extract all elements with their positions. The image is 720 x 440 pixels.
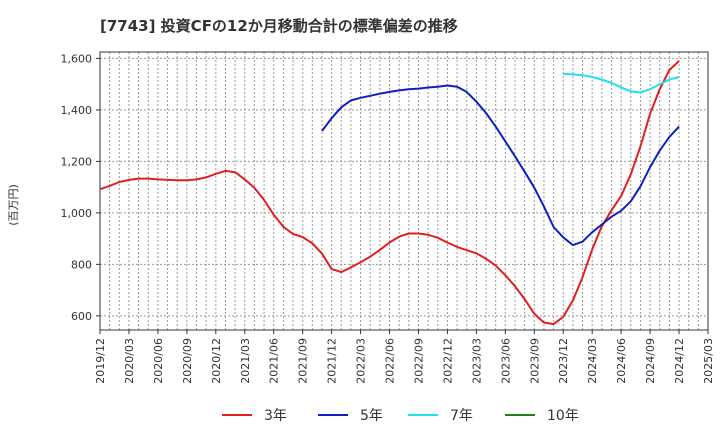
x-tick-label: 2019/12 xyxy=(94,338,107,384)
x-tick-label: 2022/09 xyxy=(412,338,425,384)
x-tick-label: 2020/12 xyxy=(210,338,223,384)
x-tick-label: 2021/12 xyxy=(326,338,339,384)
plot-frame xyxy=(99,51,709,331)
y-tick-label: 1,000 xyxy=(61,207,93,220)
legend-label: 5年 xyxy=(360,408,383,424)
series-layer xyxy=(99,60,680,326)
y-tick-label: 1,400 xyxy=(61,104,93,117)
grid-layer xyxy=(100,52,708,330)
x-ticks: 2019/12 2020/03 2020/06 2020/09 2020/12 2021/… xyxy=(94,330,715,384)
x-tick-label: 2022/03 xyxy=(355,338,368,384)
y-tick-label: 1,600 xyxy=(61,52,93,65)
series-line-7年 xyxy=(563,72,680,94)
series-line-5年 xyxy=(321,84,680,247)
x-tick-label: 2024/12 xyxy=(673,338,686,384)
legend-label: 10年 xyxy=(547,408,579,424)
x-tick-label: 2020/06 xyxy=(152,338,165,384)
x-tick-label: 2024/09 xyxy=(644,338,657,384)
x-tick-label: 2023/03 xyxy=(470,338,483,384)
legend: 3年 5年 7年 10年 xyxy=(222,408,579,424)
x-tick-label: 2022/06 xyxy=(384,338,397,384)
x-tick-label: 2025/03 xyxy=(702,338,715,384)
series-line-3年 xyxy=(99,60,680,326)
y-ticks: 600 800 1,000 1,200 1,400 1,600 xyxy=(61,52,100,323)
y-tick-label: 600 xyxy=(71,310,92,323)
y-axis-label: (百万円) xyxy=(7,184,20,226)
x-tick-label: 2021/03 xyxy=(239,338,252,384)
x-tick-label: 2023/09 xyxy=(528,338,541,384)
legend-label: 7年 xyxy=(450,408,473,424)
x-tick-label: 2023/06 xyxy=(499,338,512,384)
x-tick-label: 2024/03 xyxy=(586,338,599,384)
y-tick-label: 1,200 xyxy=(61,155,93,168)
x-tick-label: 2023/12 xyxy=(557,338,570,384)
chart-title: [7743] 投資CFの12か月移動合計の標準偏差の推移 xyxy=(100,17,458,35)
x-tick-label: 2024/06 xyxy=(615,338,628,384)
legend-label: 3年 xyxy=(264,408,287,424)
x-tick-label: 2022/12 xyxy=(441,338,454,384)
y-tick-label: 800 xyxy=(71,258,92,271)
x-tick-label: 2020/03 xyxy=(123,338,136,384)
x-tick-label: 2021/06 xyxy=(268,338,281,384)
x-tick-label: 2020/09 xyxy=(181,338,194,384)
x-tick-label: 2021/09 xyxy=(297,338,310,384)
